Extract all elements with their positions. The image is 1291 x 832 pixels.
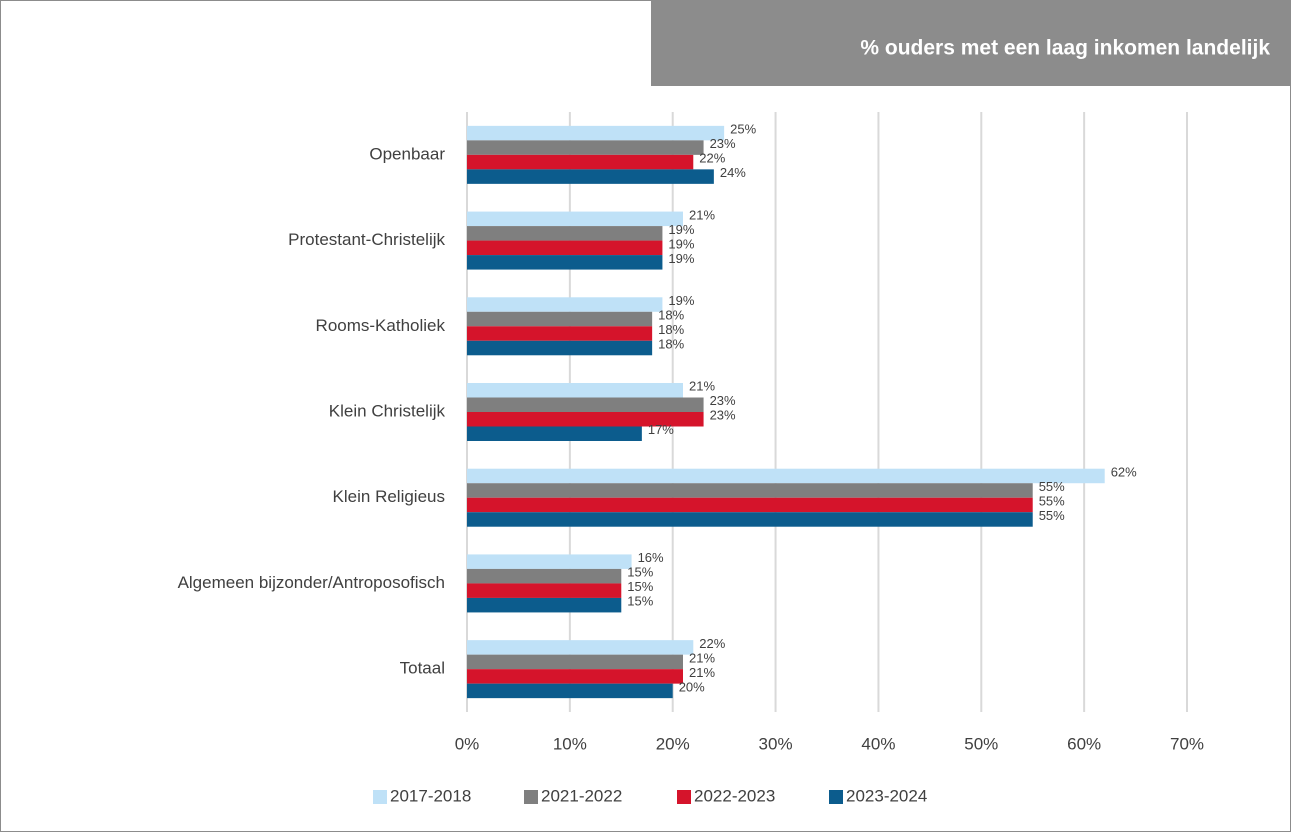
- y-tick-label: Klein Christelijk: [329, 401, 446, 420]
- x-tick-label: 20%: [656, 734, 690, 753]
- data-label: 19%: [668, 293, 694, 308]
- bar: [467, 255, 663, 270]
- bar: [467, 497, 1033, 513]
- bar: [467, 154, 694, 170]
- bar: [467, 140, 704, 155]
- bar: [467, 311, 653, 327]
- x-tick-label: 30%: [759, 734, 793, 753]
- x-tick-label: 50%: [964, 734, 998, 753]
- legend-label: 2021-2022: [541, 786, 622, 805]
- data-label: 62%: [1111, 464, 1137, 479]
- bar: [467, 412, 704, 427]
- data-label: 15%: [627, 579, 653, 594]
- data-label: 21%: [689, 207, 715, 222]
- bar: [467, 683, 673, 699]
- y-tick-label: Openbaar: [369, 144, 445, 163]
- x-tick-label: 60%: [1067, 734, 1101, 753]
- bar: [467, 483, 1033, 498]
- data-label: 23%: [710, 136, 736, 151]
- data-label: 19%: [668, 236, 694, 251]
- bar: [467, 669, 683, 684]
- chart-title: % ouders met een laag inkomen landelijk: [860, 37, 1270, 60]
- data-label: 17%: [648, 422, 674, 437]
- data-label: 55%: [1039, 479, 1065, 494]
- legend-swatch: [829, 790, 843, 804]
- title-box: [651, 0, 1291, 86]
- data-label: 22%: [699, 151, 725, 166]
- bar: [467, 426, 642, 441]
- bar: [467, 512, 1033, 527]
- data-label: 23%: [710, 393, 736, 408]
- legend-label: 2022-2023: [694, 786, 775, 805]
- x-tick-label: 40%: [861, 734, 895, 753]
- data-label: 21%: [689, 379, 715, 394]
- bar: [467, 597, 622, 613]
- legend-swatch: [373, 790, 387, 804]
- data-label: 22%: [699, 636, 725, 651]
- data-label: 15%: [627, 594, 653, 609]
- x-tick-label: 0%: [455, 734, 480, 753]
- bar: [467, 583, 622, 598]
- bar: [467, 383, 683, 398]
- data-label: 18%: [658, 307, 684, 322]
- bar: [467, 397, 704, 412]
- legend-swatch: [677, 790, 691, 804]
- data-label: 18%: [658, 322, 684, 337]
- bar: [467, 640, 694, 655]
- data-label: 19%: [668, 251, 694, 266]
- bar: [467, 226, 663, 241]
- y-tick-label: Klein Religieus: [333, 487, 445, 506]
- data-label: 19%: [668, 222, 694, 237]
- data-label: 15%: [627, 565, 653, 580]
- bar: [467, 240, 663, 256]
- bar: [467, 554, 632, 569]
- y-tick-label: Rooms-Katholiek: [316, 316, 446, 335]
- legend-label: 2017-2018: [390, 786, 471, 805]
- x-tick-label: 70%: [1170, 734, 1204, 753]
- y-tick-label: Algemeen bijzonder/Antroposofisch: [178, 573, 445, 592]
- data-label: 23%: [710, 408, 736, 423]
- data-label: 55%: [1039, 493, 1065, 508]
- data-label: 21%: [689, 665, 715, 680]
- y-tick-label: Protestant-Christelijk: [288, 230, 445, 249]
- bar: [467, 169, 714, 184]
- bar: [467, 468, 1105, 484]
- y-tick-label: Totaal: [400, 659, 445, 678]
- bar: [467, 211, 683, 227]
- data-label: 55%: [1039, 508, 1065, 523]
- bar: [467, 568, 622, 584]
- bar: [467, 297, 663, 312]
- bar: [467, 340, 653, 356]
- data-label: 20%: [679, 679, 705, 694]
- data-label: 24%: [720, 165, 746, 180]
- legend-swatch: [524, 790, 538, 804]
- bar: [467, 125, 725, 141]
- legend-label: 2023-2024: [846, 786, 927, 805]
- data-label: 16%: [638, 550, 664, 565]
- data-label: 21%: [689, 650, 715, 665]
- data-label: 25%: [730, 122, 756, 137]
- data-label: 18%: [658, 336, 684, 351]
- bar: [467, 326, 653, 341]
- x-tick-label: 10%: [553, 734, 587, 753]
- bar: [467, 654, 683, 670]
